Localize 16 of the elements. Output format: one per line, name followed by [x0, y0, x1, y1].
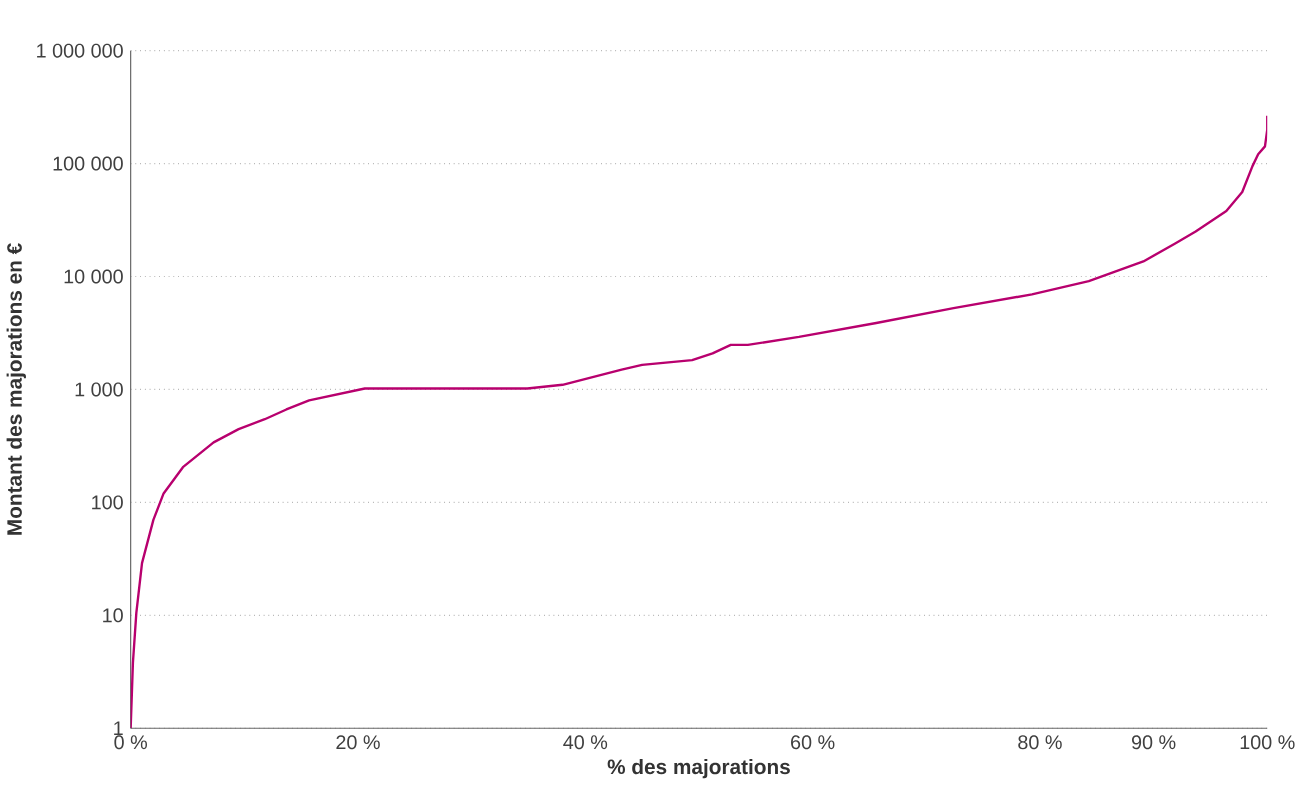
x-tick-label: 80 %	[1018, 735, 1062, 750]
x-tick-label: 60 %	[791, 735, 835, 750]
y-axis-title: Montant des majorations en €	[6, 243, 26, 535]
y-tick-label: 100	[92, 495, 123, 510]
x-tick-label: 40 %	[563, 735, 608, 750]
y-tick-label: 10 000	[64, 269, 123, 284]
y-tick-label: 1 000	[75, 382, 123, 397]
y-tick-label: 10	[103, 608, 123, 623]
x-tick-label: 90 %	[1131, 735, 1176, 750]
x-tick-label: 100 %	[1240, 735, 1295, 750]
y-tick-label: 100 000	[53, 156, 123, 171]
x-tick-label: 20 %	[336, 735, 380, 750]
y-tick-label: 1 000 000	[37, 43, 123, 58]
x-axis-title: % des majorations	[607, 759, 790, 779]
y-tick-label: 1	[114, 721, 123, 736]
x-tick-label: 0 %	[114, 735, 148, 750]
